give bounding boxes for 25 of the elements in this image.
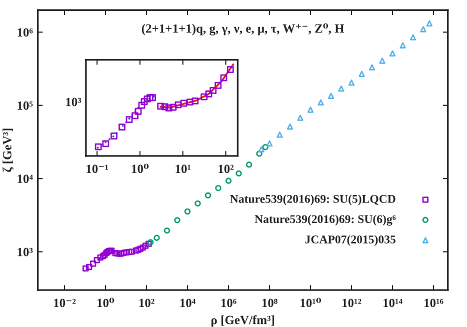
- x-axis-title: ρ [GeV/fm³]: [211, 315, 274, 327]
- x-tick-label: 10¹: [176, 164, 190, 174]
- x-tick-label: 10⁶: [221, 298, 236, 308]
- x-tick-label: 10⁻²: [54, 298, 76, 308]
- x-tick-label: 10¹⁰: [300, 298, 322, 308]
- legend-label: JCAP07(2015)035: [305, 235, 396, 246]
- x-tick-label: 10²: [218, 164, 234, 174]
- x-tick-label: 10²: [139, 298, 154, 308]
- x-tick-label: 10¹⁶: [424, 298, 444, 308]
- y-tick-label: 10⁵: [18, 101, 33, 110]
- y-tick-label: 10⁴: [18, 174, 33, 184]
- annotation: 10³: [66, 98, 82, 106]
- x-tick-label: 10¹⁴: [384, 298, 402, 308]
- legend-label: Nature539(2016)69: SU(5)LQCD: [230, 194, 396, 206]
- x-tick-label: 10¹²: [342, 298, 362, 308]
- x-tick-label: 10⁸: [262, 298, 278, 308]
- y-tick-label: 10³: [18, 248, 33, 256]
- y-tick-label: 10⁶: [18, 28, 33, 37]
- text: (2+1+1+1)q, g, γ, ν, e, μ, τ, W⁺⁻, Z⁰, H: [142, 23, 344, 36]
- x-tick-label: 10⁴: [180, 298, 196, 308]
- legend-label: Nature539(2016)69: SU(6)g⁶: [254, 214, 396, 226]
- x-tick-label: 10⁰: [98, 298, 114, 308]
- y-axis-title: ζ [GeV³]: [2, 128, 14, 172]
- x-tick-label: 10⁰: [132, 164, 149, 174]
- x-tick-label: 10⁻¹: [86, 164, 108, 174]
